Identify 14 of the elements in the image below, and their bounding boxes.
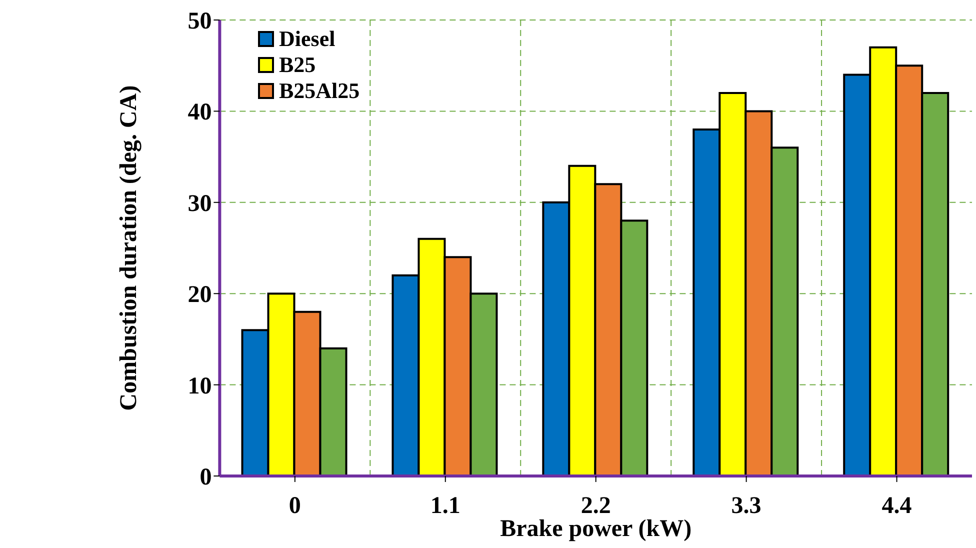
y-tick-label: 0	[200, 464, 212, 491]
y-axis-title: Combustion duration (deg. CA)	[116, 85, 142, 411]
legend-label: Diesel	[279, 26, 336, 52]
legend-label: B25	[279, 52, 316, 78]
y-tick-label: 50	[188, 8, 212, 35]
y-tick-label: 30	[188, 190, 212, 217]
y-tick-label: 40	[188, 100, 212, 126]
legend-label: B25Al25	[279, 78, 360, 104]
x-tick-label: 4.4	[882, 493, 912, 520]
x-tick-label: 3.3	[731, 493, 762, 520]
y-tick-label: 20	[188, 282, 212, 308]
x-tick-label: 0	[288, 493, 301, 520]
x-tick-label: 1.1	[430, 493, 460, 520]
y-tick-label: 10	[188, 373, 212, 400]
